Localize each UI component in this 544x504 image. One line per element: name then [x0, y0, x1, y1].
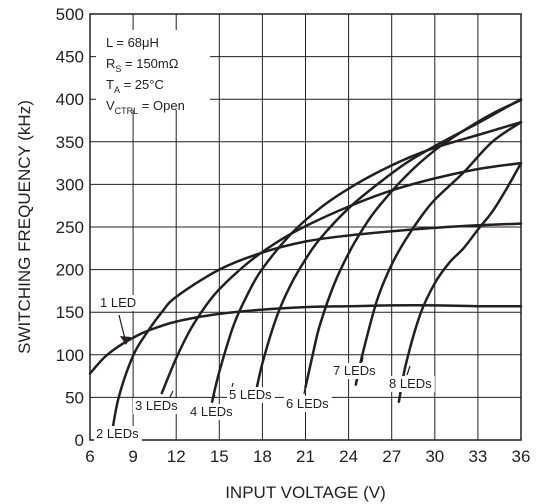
y-axis-title: SWITCHING FREQUENCY (kHz) — [15, 100, 34, 354]
x-tick-label: 30 — [425, 447, 444, 466]
y-tick-label: 250 — [56, 218, 84, 237]
y-tick-label: 100 — [56, 346, 84, 365]
x-tick-label: 18 — [253, 447, 272, 466]
x-tick-label: 24 — [339, 447, 358, 466]
series-line-2 — [110, 222, 523, 437]
y-tick-label: 0 — [75, 431, 84, 450]
series-line-8 — [397, 161, 523, 403]
x-tick-label: 27 — [382, 447, 401, 466]
series-label: 1 LED — [100, 295, 136, 310]
series-label: 7 LEDs — [333, 363, 376, 378]
series-label-background — [98, 295, 139, 311]
test-conditions-box: L = 68μH RS = 150mΩ TA = 25°C VCTRL = Open — [96, 30, 210, 116]
condition-line: L = 68μH — [106, 35, 159, 50]
x-tick-label: 15 — [210, 447, 229, 466]
label-leader-line — [169, 390, 174, 398]
series-label: 2 LEDs — [96, 426, 139, 441]
condition-line: RS = 150mΩ — [106, 56, 179, 74]
series-label-background — [331, 363, 379, 379]
x-tick-label: 36 — [512, 447, 531, 466]
series-label-background — [133, 398, 181, 414]
x-tick-label: 9 — [128, 447, 137, 466]
series-label: 6 LEDs — [286, 396, 329, 411]
series-label: 5 LEDs — [229, 387, 272, 402]
series-label-background — [387, 376, 435, 392]
series-lines — [88, 97, 523, 437]
y-tick-label: 150 — [56, 303, 84, 322]
series-label-background — [227, 387, 275, 403]
x-tick-label: 21 — [296, 447, 315, 466]
series-line-1 — [88, 304, 523, 375]
conditions-background — [96, 30, 210, 110]
series-label-background — [94, 426, 142, 442]
y-tick-label: 300 — [56, 175, 84, 194]
series-label: 8 LEDs — [389, 376, 432, 391]
y-tick-label: 200 — [56, 261, 84, 280]
y-tick-labels: 0 50 100 150 200 250 300 350 400 450 500 — [56, 5, 84, 450]
condition-line: TA = 25°C — [106, 77, 164, 95]
series-label: 4 LEDs — [190, 404, 233, 419]
y-tick-label: 350 — [56, 133, 84, 152]
y-tick-label: 50 — [65, 388, 84, 407]
y-tick-label: 500 — [56, 5, 84, 24]
x-tick-label: 6 — [85, 447, 94, 466]
series-line-7 — [354, 120, 523, 386]
label-leader-line — [303, 387, 306, 395]
series-line-4 — [210, 120, 523, 403]
plot-frame — [89, 13, 522, 441]
y-tick-label: 400 — [56, 90, 84, 109]
y-tick-label: 450 — [56, 48, 84, 67]
series-line-5 — [253, 97, 523, 397]
series-label-background — [284, 396, 332, 412]
series-label-background — [188, 404, 236, 420]
label-leader-line — [406, 365, 411, 376]
x-tick-label: 33 — [468, 447, 487, 466]
series-labels: 1 LED 2 LEDs 3 LEDs 4 LEDs 5 LEDs 6 LEDs 7 LED… — [94, 295, 435, 442]
x-axis-title: INPUT VOLTAGE (V) — [225, 483, 386, 502]
x-tick-label: 12 — [167, 447, 186, 466]
series-line-3 — [160, 161, 523, 395]
series-line-6 — [304, 98, 523, 389]
condition-line: VCTRL = Open — [106, 98, 185, 116]
label-leader-line — [211, 394, 216, 403]
label-leader-line — [231, 382, 234, 388]
label-arrowhead — [120, 336, 131, 345]
label-leader-line — [361, 356, 364, 363]
series-label: 3 LEDs — [135, 398, 178, 413]
x-tick-labels: 6 9 12 15 18 21 24 27 30 33 36 — [85, 447, 530, 466]
